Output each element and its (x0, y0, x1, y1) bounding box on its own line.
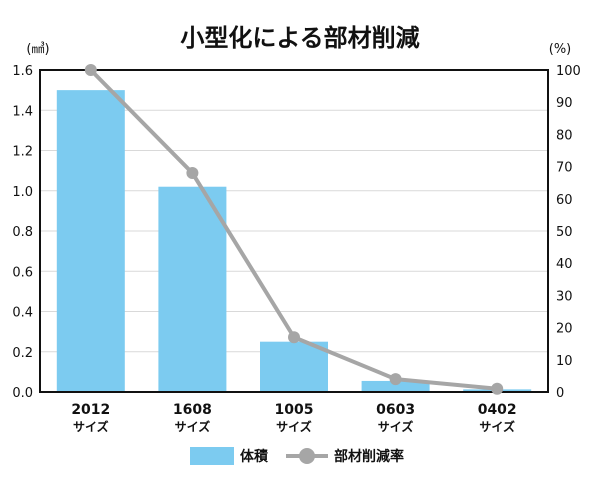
chart-title: 小型化による部材削減 (180, 24, 419, 52)
right-axis-ticks: 0 10 20 30 40 50 60 70 80 90 100 (556, 64, 581, 401)
left-tick-label: 1.6 (12, 64, 33, 79)
legend-label-reduction: 部材削減率 (334, 448, 404, 465)
right-tick-label: 10 (556, 354, 573, 369)
right-tick-label: 60 (556, 193, 573, 208)
category-label: 1005 (275, 402, 314, 418)
reduction-point-1608 (186, 167, 199, 180)
category-sublabel: サイズ (276, 419, 312, 434)
left-tick-label: 1.2 (12, 145, 33, 160)
left-tick-label: 0.2 (12, 346, 33, 361)
legend: 体積 部材削減率 (190, 447, 404, 465)
right-tick-label: 20 (556, 322, 573, 337)
left-axis-unit: (㎣) (26, 42, 49, 57)
legend-swatch-volume (190, 447, 234, 465)
left-tick-label: 1.0 (12, 185, 33, 200)
legend-swatch-marker (299, 448, 315, 464)
category-sublabel: サイズ (175, 419, 211, 434)
bar-series (56, 90, 532, 392)
bar-0603 (361, 380, 430, 392)
right-tick-label: 30 (556, 289, 573, 304)
right-tick-label: 80 (556, 128, 573, 143)
plot-frame (39, 69, 549, 393)
reduction-point-0402 (491, 382, 504, 395)
right-tick-label: 70 (556, 161, 573, 176)
left-tick-label: 0.0 (12, 386, 33, 401)
left-axis-ticks: 0.0 0.2 0.4 0.6 0.8 1.0 1.2 1.4 1.6 (12, 64, 33, 401)
right-tick-label: 40 (556, 257, 573, 272)
right-axis-unit: (%) (549, 42, 572, 57)
left-tick-label: 0.6 (12, 265, 33, 280)
left-tick-label: 0.4 (12, 306, 33, 321)
reduction-point-2012 (84, 64, 97, 76)
reduction-point-1005 (288, 331, 300, 344)
reduction-point-0603 (389, 373, 402, 386)
right-tick-label: 50 (556, 225, 573, 240)
category-label: 2012 (71, 402, 110, 418)
right-tick-label: 90 (556, 96, 573, 111)
category-label: 0402 (478, 402, 517, 418)
legend-label-volume: 体積 (240, 448, 269, 465)
category-sublabel: サイズ (378, 419, 414, 434)
bar-1608 (158, 186, 227, 392)
left-tick-label: 1.4 (12, 104, 33, 119)
right-tick-label: 0 (556, 386, 564, 401)
bar-2012 (56, 90, 125, 392)
right-tick-label: 100 (556, 64, 581, 79)
bar-1005 (260, 341, 328, 392)
category-sublabel: サイズ (73, 419, 109, 434)
line-series (84, 64, 504, 395)
category-label: 1608 (173, 402, 212, 418)
category-sublabel: サイズ (479, 419, 515, 434)
left-tick-label: 0.8 (12, 225, 33, 240)
category-label: 0603 (376, 402, 415, 418)
